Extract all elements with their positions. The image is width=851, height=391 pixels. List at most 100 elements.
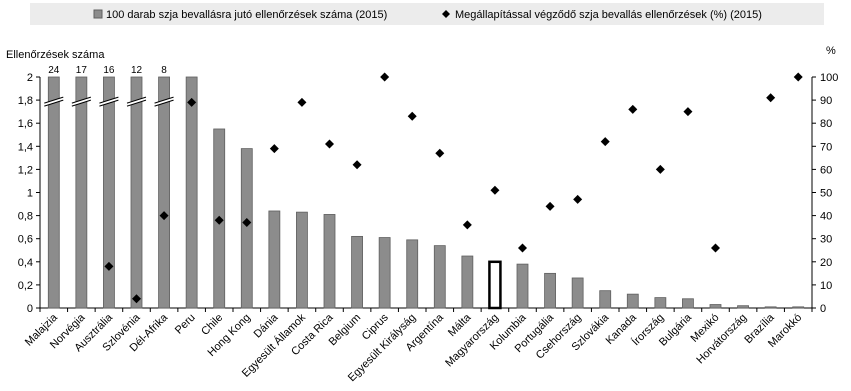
diamond-marker	[545, 201, 555, 211]
legend-background	[30, 3, 824, 25]
y-tick-label-right: 60	[820, 164, 832, 176]
bar	[737, 305, 749, 309]
bar	[626, 293, 639, 309]
bar	[296, 211, 308, 309]
y-tick-label-right: 80	[820, 118, 832, 130]
diamond-marker	[683, 107, 693, 117]
axis-break-gap	[71, 97, 91, 107]
axis-break-line	[44, 99, 64, 107]
bar	[682, 298, 694, 309]
bar	[461, 255, 474, 309]
bar	[599, 290, 612, 309]
diamond-marker	[628, 104, 638, 114]
y-tick-label-right: 20	[820, 257, 832, 269]
diamond-marker	[352, 160, 362, 170]
bar	[75, 76, 88, 309]
diamond-marker	[104, 261, 114, 271]
y-tick-label-left: 0,2	[18, 280, 33, 292]
bar-value-label: 8	[161, 65, 167, 76]
y-tick-label-right: 30	[820, 234, 832, 246]
bar	[792, 306, 805, 309]
diamond-marker	[711, 243, 720, 253]
axis-break-line	[99, 99, 119, 107]
bar	[709, 304, 722, 309]
bar	[544, 272, 556, 309]
bar	[158, 76, 170, 309]
diamond-marker	[242, 218, 252, 228]
bar-value-label: 16	[103, 65, 115, 76]
diamond-marker	[407, 111, 417, 121]
y-tick-label-right: 90	[820, 95, 832, 107]
y-tick-label-right: 50	[820, 188, 832, 200]
y-tick-label-left: 1,8	[18, 95, 33, 107]
bar	[654, 297, 667, 309]
legend-bar-swatch	[93, 9, 103, 19]
y-tick-label-right: 70	[820, 141, 832, 153]
diamond-marker	[380, 72, 390, 82]
y-tick-label-left: 1	[27, 188, 33, 200]
bar	[571, 277, 584, 309]
diamond-marker	[132, 294, 141, 304]
diamond-marker	[187, 97, 197, 107]
bar	[103, 76, 115, 309]
y-axis-title-left: Ellenőrzések száma	[6, 49, 105, 61]
axis-break-line	[154, 99, 174, 107]
y-tick-label-left: 0	[27, 303, 33, 315]
bar	[433, 245, 446, 309]
axis-break-gap	[127, 97, 146, 107]
bar	[323, 214, 336, 309]
diamond-marker	[269, 144, 279, 154]
bar	[378, 237, 391, 309]
y-tick-label-left: 0,8	[18, 211, 33, 223]
legend-diamond-swatch	[442, 10, 450, 18]
y-axis-title-right: %	[826, 45, 836, 57]
diamond-marker	[159, 211, 169, 221]
y-tick-label-right: 40	[820, 211, 832, 223]
category-labels: MalajziaNorvégiaAusztráliaSzlovéniaDél-A…	[23, 311, 804, 385]
axis-break-line	[126, 96, 147, 104]
bar	[240, 148, 253, 309]
y-tick-label-left: 2	[27, 72, 33, 84]
bar-value-label: 12	[131, 65, 143, 76]
diamond-marker	[297, 97, 307, 107]
legend: 100 darab szja bevallásra jutó ellenőrzé…	[30, 3, 824, 25]
axis-break-line	[126, 99, 147, 107]
y-tick-label-left: 0,4	[18, 257, 33, 269]
diamond-marker	[214, 215, 224, 225]
bar-value-labels: 24 17 16 12 8	[48, 65, 167, 76]
y-tick-label-left: 0,6	[18, 234, 33, 246]
bars	[47, 76, 805, 310]
axis-breaks	[44, 96, 174, 107]
diamond-marker	[518, 243, 527, 253]
diamond-marker	[600, 137, 610, 147]
axis-break-gap	[99, 97, 119, 107]
axis-break-line	[71, 99, 92, 107]
diamond-markers	[104, 72, 803, 304]
axis-break-line	[71, 96, 92, 104]
diamond-marker	[462, 220, 472, 230]
axis-break-line	[154, 96, 174, 104]
diamond-marker	[325, 139, 334, 149]
bar-value-label: 17	[76, 65, 88, 76]
axis-break-line	[99, 96, 119, 104]
y-tick-label-left: 1,6	[18, 118, 33, 130]
y-tick-label-left: 1,4	[18, 141, 33, 153]
diamond-marker	[573, 194, 583, 204]
diamond-marker	[793, 72, 803, 82]
bar	[268, 210, 281, 309]
diamond-marker	[490, 185, 500, 195]
bar	[516, 263, 529, 309]
legend-bar-label: 100 darab szja bevallásra jutó ellenőrzé…	[106, 9, 387, 21]
diamond-marker	[655, 164, 665, 174]
legend-diamond-label: Megállapítással végződő szja bevallás el…	[455, 9, 762, 21]
axis-break-gap	[44, 97, 64, 107]
y-tick-label-left: 1,2	[18, 164, 33, 176]
y-tick-label-right: 0	[820, 303, 826, 315]
axis-break-gap	[154, 97, 174, 107]
axis-break-line	[44, 96, 64, 104]
bar	[185, 76, 198, 309]
diamond-marker	[435, 148, 445, 158]
y-tick-label-right: 10	[820, 280, 832, 292]
bar	[47, 76, 60, 309]
